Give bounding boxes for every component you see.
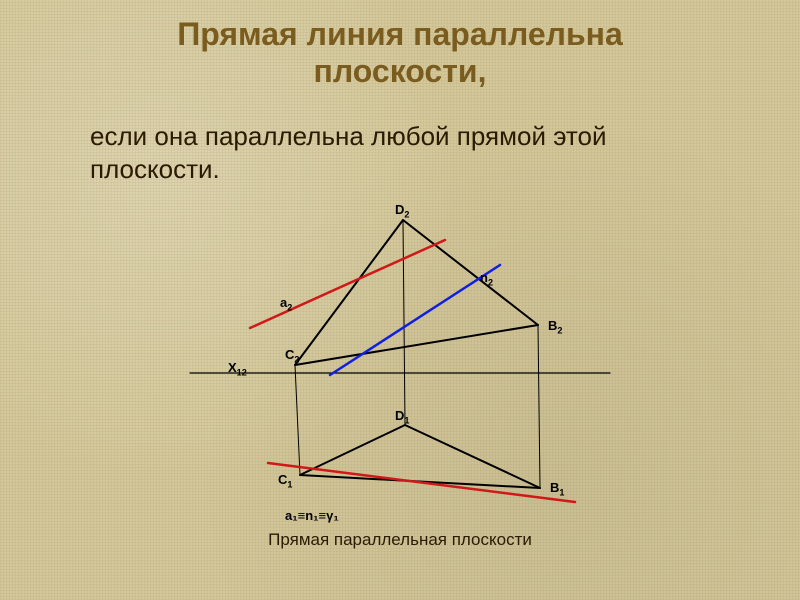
- label-B2: В2: [548, 318, 562, 336]
- label-a1-n1-gamma1: а₁≡n₁≡γ₁: [285, 508, 339, 523]
- diagram-svg: [180, 210, 620, 570]
- label-C2: С2: [285, 347, 299, 365]
- diagram-caption: Прямая параллельная плоскости: [180, 530, 620, 550]
- slide-subtitle: если она параллельна любой прямой этой п…: [90, 120, 740, 185]
- slide-title: Прямая линия параллельна плоскости,: [0, 16, 800, 90]
- label-n2: n2: [480, 270, 493, 288]
- geometry-diagram: D2 n2 а2 В2 С2 X12 D1 С1 В1 а₁≡n₁≡γ₁ Пря…: [180, 210, 620, 570]
- label-B1: В1: [550, 480, 564, 498]
- title-line-1: Прямая линия параллельна: [0, 16, 800, 53]
- label-D1: D1: [395, 408, 409, 426]
- label-C1: С1: [278, 472, 292, 490]
- label-a2: а2: [280, 295, 292, 313]
- label-D2: D2: [395, 202, 409, 220]
- label-X12: X12: [228, 360, 247, 378]
- title-line-2: плоскости,: [0, 53, 800, 90]
